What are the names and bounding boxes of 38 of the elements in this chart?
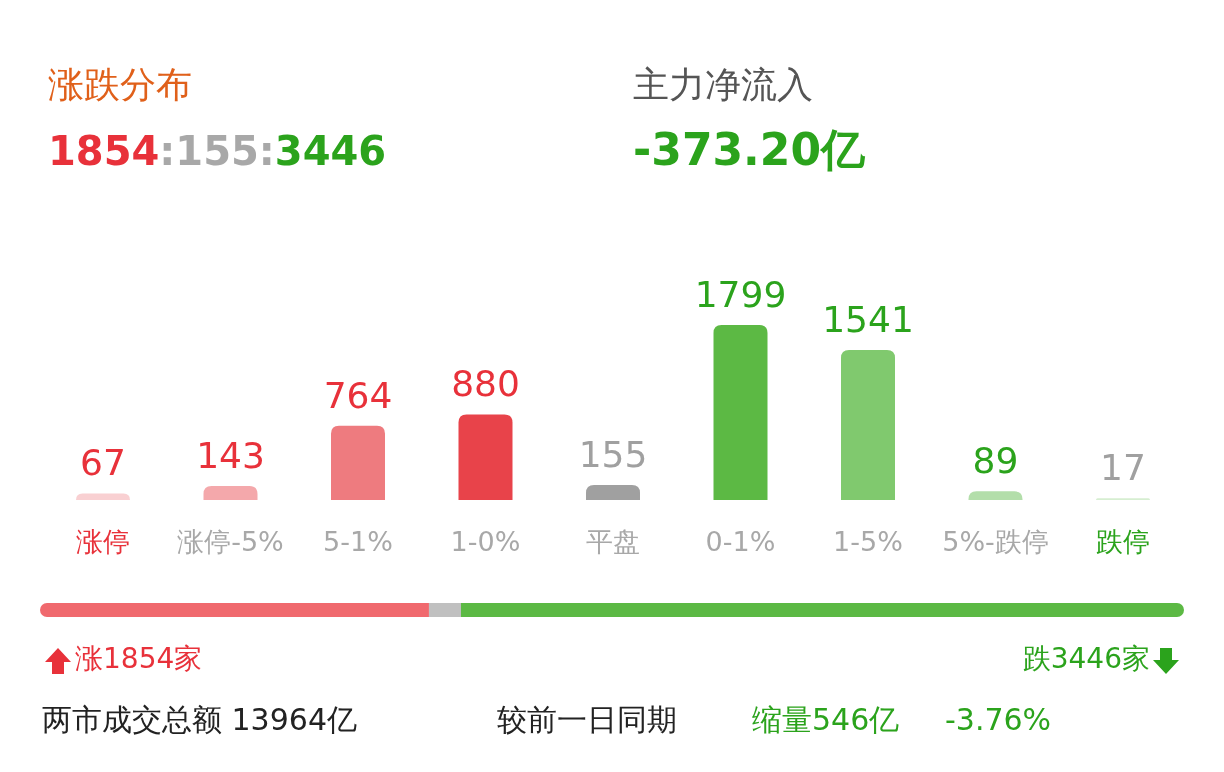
- data-label: 1541: [822, 299, 914, 341]
- bar: [968, 491, 1023, 500]
- text: 涨1854家: [75, 642, 203, 675]
- data-label: 143: [196, 435, 265, 477]
- text: -3.76%: [945, 702, 1052, 737]
- x-tick-label: 1-5%: [833, 526, 903, 557]
- text: 3446: [274, 128, 387, 174]
- bar: [458, 414, 513, 500]
- text: 较前一日同期: [497, 702, 677, 737]
- x-tick-label: 涨停-5%: [177, 526, 284, 557]
- x-tick-label: 5%-跌停: [942, 526, 1049, 557]
- bar: [586, 484, 640, 500]
- x-tick-label: 5-1%: [323, 526, 393, 557]
- data-label: 764: [323, 374, 393, 416]
- chart-title: 涨跌分布: [48, 64, 192, 105]
- bar: [713, 325, 768, 500]
- text: -373.20亿: [633, 124, 867, 175]
- data-label: 155: [578, 433, 648, 475]
- x-tick-label: 0-1%: [705, 526, 776, 557]
- data-label: 17: [1100, 447, 1146, 489]
- bar: [841, 350, 895, 500]
- bar: [331, 425, 385, 500]
- data-label: 89: [972, 440, 1019, 482]
- data-label: 1799: [694, 274, 787, 315]
- x-tick-label: 平盘: [586, 526, 640, 557]
- x-tick-label: 1-0%: [450, 526, 521, 557]
- text: :155:: [159, 128, 275, 174]
- bar: [76, 493, 130, 500]
- x-tick-label: 跌停: [1096, 526, 1150, 557]
- text: 1854: [48, 128, 160, 174]
- text: 主力净流入: [633, 64, 813, 105]
- data-label: 67: [80, 442, 126, 484]
- data-label: 880: [451, 363, 520, 405]
- text: 两市成交总额 13964亿: [42, 702, 357, 737]
- text: 跌3446家: [1022, 642, 1150, 675]
- bar: [203, 486, 258, 500]
- text: 缩量546亿: [752, 702, 900, 737]
- x-tick-label: 涨停: [76, 526, 130, 557]
